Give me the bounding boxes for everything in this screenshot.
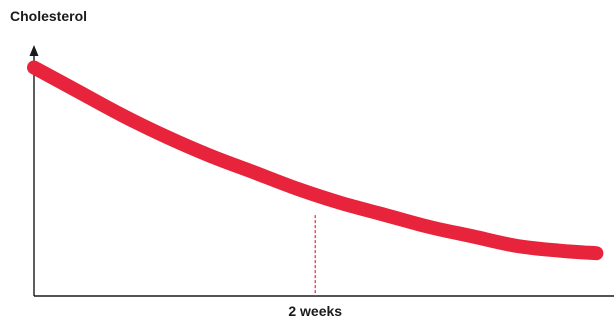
y-axis-label: Cholesterol xyxy=(10,8,87,24)
y-axis-arrow xyxy=(29,45,39,56)
two-weeks-label: 2 weeks xyxy=(288,303,342,319)
cholesterol-curve xyxy=(27,60,604,261)
